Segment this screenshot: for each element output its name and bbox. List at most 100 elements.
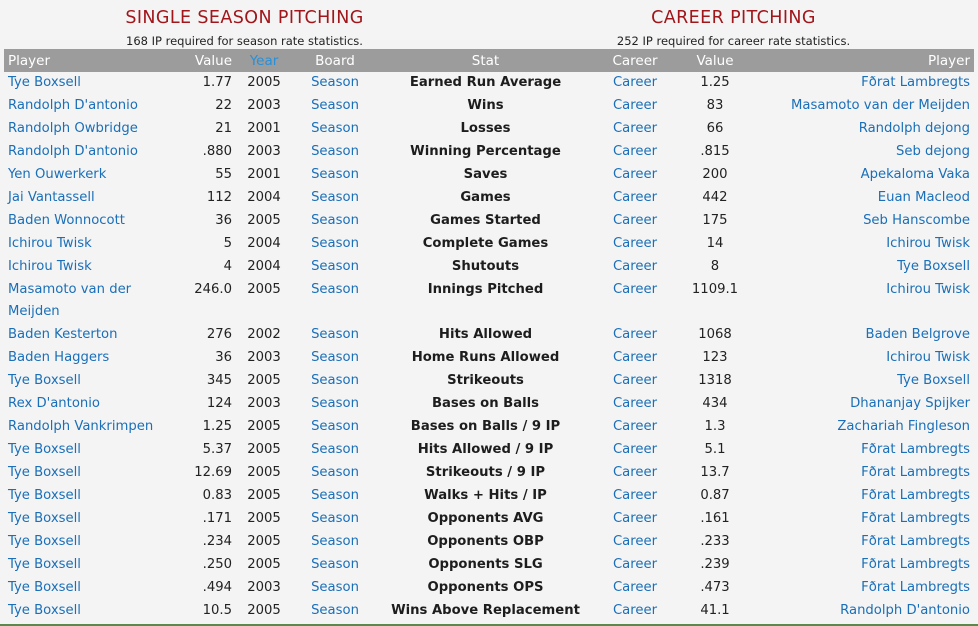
- career-board-link[interactable]: Career: [612, 534, 658, 549]
- col-header-board[interactable]: Board: [292, 49, 378, 72]
- col-header-career-player[interactable]: Player: [753, 49, 974, 72]
- career-board-link[interactable]: Career: [612, 419, 658, 434]
- career-board-link[interactable]: Career: [612, 190, 658, 205]
- career-board-link[interactable]: Career: [612, 98, 658, 113]
- career-player-link[interactable]: Euan Macleod: [877, 190, 970, 205]
- season-board-link[interactable]: Season: [311, 282, 359, 297]
- season-board-link[interactable]: Season: [311, 373, 359, 388]
- season-board-link[interactable]: Season: [311, 327, 359, 342]
- season-board-link[interactable]: Season: [311, 98, 359, 113]
- career-player-link[interactable]: Randolph D'antonio: [840, 603, 970, 618]
- career-player-link[interactable]: Seb Hanscombe: [863, 213, 970, 228]
- career-player-link[interactable]: Dhananjay Spijker: [850, 396, 970, 411]
- col-header-year[interactable]: Year: [236, 49, 292, 72]
- season-board-link[interactable]: Season: [311, 121, 359, 136]
- season-player-link[interactable]: Jai Vantassell: [8, 190, 95, 205]
- col-header-value[interactable]: Value: [174, 49, 236, 72]
- career-player-link[interactable]: Tye Boxsell: [897, 259, 970, 274]
- season-player-link[interactable]: Randolph Owbridge: [8, 121, 138, 136]
- career-board-link[interactable]: Career: [612, 259, 658, 274]
- career-player-link[interactable]: Ichirou Twisk: [886, 282, 970, 297]
- season-player-link[interactable]: Yen Ouwerkerk: [8, 167, 107, 182]
- career-board-link[interactable]: Career: [612, 75, 658, 90]
- season-player-link[interactable]: Baden Wonnocott: [8, 213, 125, 228]
- season-board-link[interactable]: Season: [311, 465, 359, 480]
- season-player-link[interactable]: Tye Boxsell: [8, 465, 81, 480]
- career-board-link[interactable]: Career: [612, 511, 658, 526]
- career-board-link[interactable]: Career: [612, 488, 658, 503]
- season-board-link[interactable]: Season: [311, 167, 359, 182]
- career-board-link[interactable]: Career: [612, 603, 658, 618]
- season-player-link[interactable]: Tye Boxsell: [8, 488, 81, 503]
- season-board-link[interactable]: Season: [311, 534, 359, 549]
- col-header-career-board[interactable]: Career: [593, 49, 677, 72]
- season-board-link[interactable]: Season: [311, 488, 359, 503]
- season-player-link[interactable]: Masamoto van der Meijden: [8, 282, 132, 319]
- career-board-link[interactable]: Career: [612, 465, 658, 480]
- career-player-link[interactable]: Tye Boxsell: [897, 373, 970, 388]
- season-board-link[interactable]: Season: [311, 442, 359, 457]
- career-board-link[interactable]: Career: [612, 121, 658, 136]
- season-player-link[interactable]: Ichirou Twisk: [8, 259, 92, 274]
- season-player-link[interactable]: Randolph Vankrimpen: [8, 419, 154, 434]
- career-board-link[interactable]: Career: [612, 350, 658, 365]
- season-board-link[interactable]: Season: [311, 603, 359, 618]
- season-player-link[interactable]: Tye Boxsell: [8, 75, 81, 90]
- career-board-link[interactable]: Career: [612, 167, 658, 182]
- season-board-link[interactable]: Season: [311, 350, 359, 365]
- col-header-career-value[interactable]: Value: [677, 49, 753, 72]
- career-player-link[interactable]: Fðrat Lambregts: [861, 75, 970, 90]
- career-player-link[interactable]: Masamoto van der Meijden: [791, 98, 970, 113]
- season-board-link[interactable]: Season: [311, 580, 359, 595]
- career-board-link[interactable]: Career: [612, 144, 658, 159]
- career-board-link[interactable]: Career: [612, 373, 658, 388]
- season-board-link[interactable]: Season: [311, 190, 359, 205]
- season-player-link[interactable]: Baden Haggers: [8, 350, 110, 365]
- career-player-link[interactable]: Seb dejong: [896, 144, 970, 159]
- career-board-link[interactable]: Career: [612, 213, 658, 228]
- season-board-link[interactable]: Season: [311, 75, 359, 90]
- season-player-link[interactable]: Tye Boxsell: [8, 373, 81, 388]
- career-player-link[interactable]: Fðrat Lambregts: [861, 534, 970, 549]
- career-board-link[interactable]: Career: [612, 282, 658, 297]
- career-player-link[interactable]: Apekaloma Vaka: [860, 167, 970, 182]
- career-player-link[interactable]: Fðrat Lambregts: [861, 442, 970, 457]
- career-player-link[interactable]: Fðrat Lambregts: [861, 511, 970, 526]
- career-player-link[interactable]: Ichirou Twisk: [886, 236, 970, 251]
- career-board-link[interactable]: Career: [612, 396, 658, 411]
- season-player-link[interactable]: Tye Boxsell: [8, 580, 81, 595]
- career-player-link[interactable]: Ichirou Twisk: [886, 350, 970, 365]
- season-board-link[interactable]: Season: [311, 511, 359, 526]
- season-board-link[interactable]: Season: [311, 236, 359, 251]
- career-player-link[interactable]: Randolph dejong: [858, 121, 970, 136]
- season-player-link[interactable]: Baden Kesterton: [8, 327, 118, 342]
- career-board-link[interactable]: Career: [612, 236, 658, 251]
- season-player-link[interactable]: Randolph D'antonio: [8, 144, 138, 159]
- season-player-link[interactable]: Tye Boxsell: [8, 511, 81, 526]
- season-board-link[interactable]: Season: [311, 259, 359, 274]
- season-player-link[interactable]: Ichirou Twisk: [8, 236, 92, 251]
- career-player-link[interactable]: Fðrat Lambregts: [861, 488, 970, 503]
- season-board-link[interactable]: Season: [311, 213, 359, 228]
- col-header-player[interactable]: Player: [4, 49, 174, 72]
- career-player-link[interactable]: Fðrat Lambregts: [861, 580, 970, 595]
- season-board-link[interactable]: Season: [311, 419, 359, 434]
- season-player-link[interactable]: Tye Boxsell: [8, 603, 81, 618]
- season-board-link[interactable]: Season: [311, 396, 359, 411]
- career-board-link[interactable]: Career: [612, 327, 658, 342]
- season-player-link[interactable]: Tye Boxsell: [8, 442, 81, 457]
- season-player-link[interactable]: Tye Boxsell: [8, 534, 81, 549]
- season-player-link[interactable]: Randolph D'antonio: [8, 98, 138, 113]
- career-board-link[interactable]: Career: [612, 580, 658, 595]
- season-player-link[interactable]: Tye Boxsell: [8, 557, 81, 572]
- career-board-link[interactable]: Career: [612, 557, 658, 572]
- stat-name: Innings Pitched: [427, 282, 544, 297]
- career-player-link[interactable]: Zachariah Fingleson: [837, 419, 970, 434]
- career-board-link[interactable]: Career: [612, 442, 658, 457]
- season-board-link[interactable]: Season: [311, 144, 359, 159]
- career-player-link[interactable]: Fðrat Lambregts: [861, 465, 970, 480]
- career-player-link[interactable]: Fðrat Lambregts: [861, 557, 970, 572]
- season-player-link[interactable]: Rex D'antonio: [8, 396, 100, 411]
- season-board-link[interactable]: Season: [311, 557, 359, 572]
- career-player-link[interactable]: Baden Belgrove: [865, 327, 970, 342]
